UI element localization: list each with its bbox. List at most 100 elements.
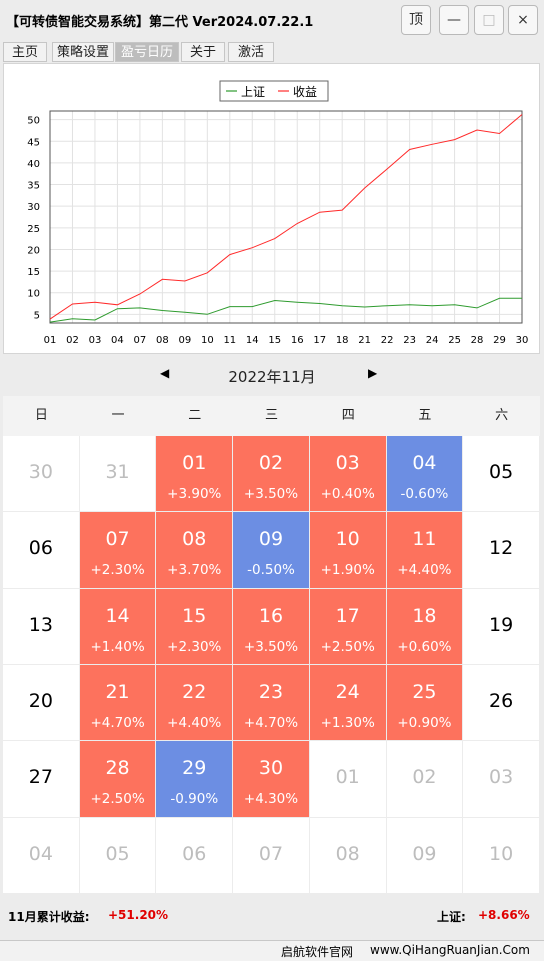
x-tick-label: 24 [426,335,439,346]
day-number: 06 [182,842,207,865]
monthly-return-value: +51.20% [108,908,169,922]
calendar-day-cell[interactable]: 16 +3.50% [233,588,310,665]
day-number: 27 [28,766,53,789]
calendar-day-cell[interactable]: 06 [3,512,80,589]
calendar-day-cell[interactable]: 04 [3,817,80,894]
next-month-button[interactable]: ▶ [368,366,378,380]
weekday-label: 日 [34,408,48,423]
legend-label: 上证 [241,85,265,99]
calendar-day-cell[interactable]: 19 [463,588,540,665]
close-button[interactable]: × [508,5,538,35]
x-tick-label: 21 [358,335,371,346]
calendar-day-cell[interactable]: 25 +0.90% [386,664,464,742]
weekday-label: 二 [188,408,202,423]
day-number: 02 [412,766,437,789]
calendar-day-cell[interactable]: 13 [3,588,80,665]
calendar-day-cell[interactable]: 01 [309,741,387,818]
day-return: +2.50% [320,638,375,655]
tab-strategy-settings[interactable]: 策略设置 [52,42,114,62]
x-tick-label: 25 [448,335,461,346]
tab-activate[interactable]: 激活 [228,42,274,62]
calendar-day-cell[interactable]: 02 [386,741,464,818]
tab-about[interactable]: 关于 [181,42,225,62]
day-number: 07 [258,842,284,865]
calendar-day-cell[interactable]: 02 +3.50% [233,436,310,513]
calendar-day-cell[interactable]: 05 [463,436,540,513]
day-number: 30 [28,461,53,483]
calendar-day-cell[interactable]: 03 [463,741,540,818]
calendar-day-cell[interactable]: 05 [79,817,157,894]
minimize-button[interactable]: — [439,5,469,35]
day-number: 04 [28,842,53,865]
day-return: +2.50% [90,791,145,808]
calendar-day-cell[interactable]: 23 +4.70% [233,664,310,742]
day-number: 22 [182,680,207,703]
calendar-day-cell[interactable]: 09 -0.50% [233,512,310,589]
monthly-return-label: 11月累计收益: [8,910,90,924]
x-tick-label: 17 [313,335,326,346]
y-tick-label: 35 [27,181,40,192]
day-number: 15 [182,604,207,627]
calendar-day-cell[interactable]: 11 +4.40% [386,512,464,589]
calendar-day-cell[interactable]: 18 +0.60% [386,588,464,665]
calendar-day-cell[interactable]: 30 [3,436,80,513]
day-number: 06 [28,537,53,560]
day-return: +1.40% [90,638,145,655]
y-tick-label: 50 [27,116,40,127]
calendar-day-cell[interactable]: 24 +1.30% [309,664,387,742]
title-bar: 【可转债智能交易系统】第二代 Ver2024.07.22.1 顶 — □ × [0,0,544,40]
summary-bar: 11月累计收益: +51.20% 上证: +8.66% [0,898,544,934]
day-number: 01 [335,766,360,789]
calendar-day-cell[interactable]: 07 +2.30% [79,512,157,589]
calendar-day-cell[interactable]: 20 [3,664,80,742]
x-tick-label: 15 [268,335,281,346]
y-tick-label: 20 [27,245,40,256]
calendar-day-cell[interactable]: 06 [156,817,234,894]
calendar-day-cell[interactable]: 15 +2.30% [156,588,234,665]
calendar-day-cell[interactable]: 12 [463,512,540,589]
calendar-day-cell[interactable]: 10 +1.90% [309,512,387,589]
calendar-day-cell[interactable]: 08 [309,817,387,894]
day-number: 02 [258,452,284,474]
site-url-link[interactable]: www.QiHangRuanJian.Com [370,943,530,957]
calendar-day-cell[interactable]: 28 +2.50% [79,741,157,818]
day-return: +0.60% [397,638,452,655]
calendar-day-cell[interactable]: 10 [463,817,540,894]
prev-month-button[interactable]: ◀ [160,366,170,380]
weekday-label: 一 [111,408,125,423]
pin-top-button[interactable]: 顶 [401,5,431,35]
day-return: -0.60% [400,486,449,502]
calendar-day-cell[interactable]: 29 -0.90% [156,741,234,818]
month-label: 2022年11月 [228,368,316,386]
calendar-day-cell[interactable]: 30 +4.30% [233,741,310,818]
calendar-day-cell[interactable]: 01 +3.90% [156,436,234,513]
day-number: 30 [258,757,284,780]
legend-box [219,80,329,102]
calendar-day-cell[interactable]: 03 +0.40% [309,436,387,513]
maximize-button[interactable]: □ [474,5,504,35]
day-return: +0.90% [397,714,452,731]
tab-home[interactable]: 主页 [3,42,47,62]
x-tick-label: 07 [134,335,147,346]
calendar-day-cell[interactable]: 27 [3,741,80,818]
calendar-day-cell[interactable]: 07 [233,817,310,894]
weekday-label: 五 [418,408,432,423]
calendar-day-cell[interactable]: 26 [463,664,540,742]
calendar-day-cell[interactable]: 22 +4.40% [156,664,234,742]
calendar-day-cell[interactable]: 31 [79,436,157,513]
calendar-day-cell[interactable]: 09 [386,817,464,894]
y-tick-label: 25 [27,224,40,235]
day-number: 09 [412,842,437,865]
day-number: 12 [489,537,514,560]
x-tick-label: 16 [291,335,304,346]
calendar-day-cell[interactable]: 14 +1.40% [79,588,157,665]
tab-pnl-calendar[interactable]: 盈亏日历 [115,42,179,62]
calendar-day-cell[interactable]: 04 -0.60% [386,436,464,513]
calendar-day-cell[interactable]: 17 +2.50% [309,588,387,665]
day-return: +3.50% [243,486,299,502]
calendar-day-cell[interactable]: 08 +3.70% [156,512,234,589]
x-tick-label: 01 [44,335,57,346]
day-number: 10 [489,842,514,865]
weekday-label: 六 [495,408,509,423]
calendar-day-cell[interactable]: 21 +4.70% [79,664,157,742]
